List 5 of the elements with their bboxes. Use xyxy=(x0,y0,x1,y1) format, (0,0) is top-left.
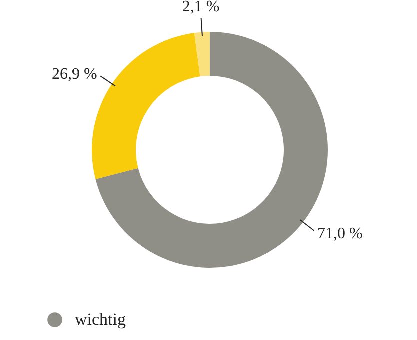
data-label: 26,9 % xyxy=(52,66,98,83)
data-label: 71,0 % xyxy=(317,225,363,242)
donut-slice xyxy=(194,32,210,77)
legend-label: wichtig xyxy=(75,310,126,329)
data-label: 2,1 % xyxy=(182,0,220,16)
